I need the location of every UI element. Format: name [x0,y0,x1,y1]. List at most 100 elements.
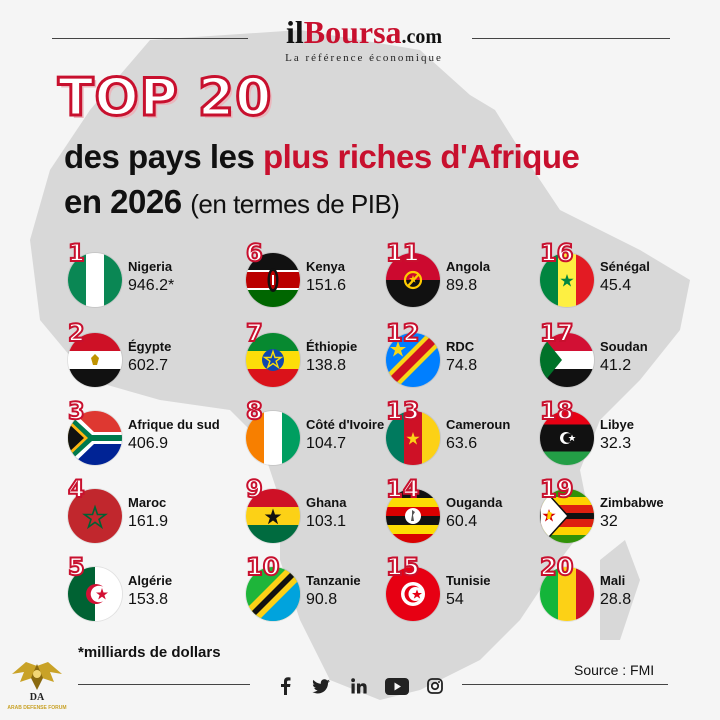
ranking-item: 8 Côté d'Ivoire 104.7 [245,396,416,465]
country-name: Cameroun [446,417,511,432]
rank-number: 17 [539,318,574,348]
arab-defense-forum-watermark: DA ARAB DEFENSE FORUM [4,660,70,718]
watermark-line1: DA [30,692,45,703]
twitter-icon[interactable] [310,676,332,696]
country-name: Éthiopie [306,339,358,354]
gdp-value: 28.8 [600,591,632,608]
flag-icon [540,489,594,543]
flag-icon [246,253,300,307]
gdp-value: 60.4 [446,513,478,530]
ranking-item: 18 Libye 32.3 [539,396,710,465]
flag-icon [68,411,122,465]
rank-number: 4 [67,474,86,504]
rank-number: 11 [385,238,420,268]
flag-icon [540,567,594,621]
country-name: Libye [600,417,634,432]
ranking-item: 4 Maroc 161.9 [67,474,238,543]
flag-icon [68,253,122,307]
header-rule-right [472,38,670,39]
gdp-value: 89.8 [446,277,478,294]
flag-icon [246,411,300,465]
ranking-item: 16 Sénégal 45.4 [539,238,710,307]
gdp-value: 41.2 [600,357,632,374]
gdp-value: 104.7 [306,435,347,452]
ranking-item: 9 Ghana 103.1 [245,474,416,543]
rank-number: 8 [245,396,264,426]
gdp-value: 406.9 [128,435,169,452]
gdp-value: 153.8 [128,591,169,608]
rank-number: 13 [385,396,420,426]
gdp-value: 151.6 [306,277,347,294]
instagram-icon[interactable] [424,676,446,696]
source-label: Source : FMI [574,662,655,678]
gdp-value: 74.8 [446,357,478,374]
rank-number: 14 [385,474,420,504]
gdp-value: 32.3 [600,435,632,452]
ranking-item: 6 Kenya 151.6 [245,238,416,307]
rank-number: 1 [67,238,86,268]
facebook-icon[interactable] [274,676,296,696]
country-name: Égypte [128,339,172,354]
flag-icon [68,333,122,387]
logo-boursa: Boursa [303,14,402,50]
country-name: Angola [446,259,491,274]
ranking-item: 5 Algérie 153.8 [67,552,238,621]
country-name: Soudan [600,339,648,354]
site-logo[interactable]: ilBoursa.com [254,14,474,51]
gdp-value: 54 [446,591,464,608]
logo-com: .com [401,26,443,48]
ranking-item: 13 Cameroun 63.6 [385,396,556,465]
ranking-item: 2 Égypte 602.7 [67,318,238,387]
gdp-value: 138.8 [306,357,347,374]
ranking-item: 1 Nigeria 946.2* [67,238,238,307]
ranking-item: 10 Tanzanie 90.8 [245,552,416,621]
gdp-value: 161.9 [128,513,169,530]
gdp-value: 45.4 [600,277,632,294]
ranking-item: 12 RDC 74.8 [385,318,556,387]
ranking-item: 3 Afrique du sud 406.9 [67,396,238,465]
gdp-value: 946.2* [128,277,175,294]
country-name: Tunisie [446,573,491,588]
rank-number: 18 [539,396,574,426]
country-name: Ghana [306,495,347,510]
title-line-1: des pays les plus riches d'Afrique [64,138,580,176]
country-name: Zimbabwe [600,495,664,510]
footnote: *milliards de dollars [78,644,221,661]
flag-icon [540,333,594,387]
flag-icon [68,489,122,543]
flag-icon [246,567,300,621]
rank-number: 15 [385,552,420,582]
gdp-value: 103.1 [306,513,347,530]
country-name: Tanzanie [306,573,361,588]
gdp-value: 602.7 [128,357,169,374]
rank-number: 5 [67,552,86,582]
footer-rule-left [78,684,250,685]
country-name: Maroc [128,495,167,510]
title-line-2-a: en 2026 [64,183,191,220]
title-line-1-b: plus riches d'Afrique [262,138,580,175]
ranking-item: 17 Soudan 41.2 [539,318,710,387]
country-name: Sénégal [600,259,650,274]
rank-number: 9 [245,474,264,504]
linkedin-icon[interactable] [348,676,370,696]
flag-icon [246,333,300,387]
country-name: Nigeria [128,259,173,274]
flag-icon [386,333,440,387]
youtube-icon[interactable] [384,676,410,696]
rank-number: 6 [245,238,264,268]
ranking-item: 15 Tunisie 54 [385,552,556,621]
country-name: Ouganda [446,495,503,510]
flag-icon [540,253,594,307]
rank-number: 20 [539,552,574,582]
ranking-item: 20 Mali 28.8 [539,552,710,621]
rank-number: 16 [539,238,574,268]
title-line-1-a: des pays les [64,138,263,175]
gdp-value: 63.6 [446,435,478,452]
flag-icon [386,489,440,543]
footer-rule-right [462,684,668,685]
flag-icon [386,411,440,465]
country-name: Mali [600,573,626,588]
country-name: Afrique du sud [128,417,220,432]
